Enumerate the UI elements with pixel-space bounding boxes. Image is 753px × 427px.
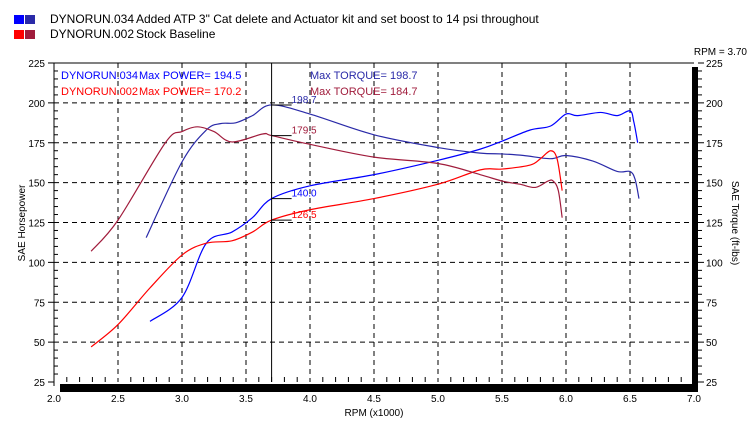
plot-shadow-right <box>692 67 698 392</box>
y-tick-label: 225 <box>28 59 45 70</box>
cursor-value-label: 179.5 <box>292 126 317 137</box>
y2-tick-label: 75 <box>706 298 718 309</box>
y-tick-label: 50 <box>34 338 46 349</box>
y-tick-label: 175 <box>28 139 45 150</box>
legend-run-description: Added ATP 3" Cat delete and Actuator kit… <box>136 12 539 26</box>
cursor-value-markers: 198.7 179.5 140.0 126.5 <box>271 95 317 221</box>
x-tick-label: 2.5 <box>111 394 125 405</box>
x-tick-label: 4.0 <box>303 394 317 405</box>
y2-tick-label: 225 <box>706 59 723 70</box>
y2-tick-label: 25 <box>706 378 718 389</box>
grid <box>54 63 694 382</box>
run1-label: DYNORUN.034 <box>61 70 138 82</box>
x-tick-label: 3.5 <box>239 394 253 405</box>
y2-tick-label: 200 <box>706 99 723 110</box>
y2-tick-label: 125 <box>706 219 723 230</box>
y2-axis-label: SAE Torque (ft-lbs) <box>729 181 740 265</box>
legend-torque-swatch <box>25 30 35 39</box>
x-tick-label: 6.5 <box>623 394 637 405</box>
legend-torque-swatch <box>25 15 35 24</box>
legend-run-description: Stock Baseline <box>136 27 216 41</box>
y2-tick-label: 100 <box>706 258 723 269</box>
x-tick-label: 5.5 <box>495 394 509 405</box>
legend-entry-run-002: DYNORUN.002 Stock Baseline <box>14 27 539 42</box>
run2-max-power: Max POWER= 170.2 <box>139 86 241 98</box>
legend-run-name: DYNORUN.002 <box>50 27 135 41</box>
x-tick-label: 6.0 <box>559 394 573 405</box>
y-tick-label: 25 <box>34 378 46 389</box>
cursor-value-label: 126.5 <box>292 210 317 221</box>
legend-power-swatch <box>14 30 24 39</box>
run2-label: DYNORUN.002 <box>61 86 138 98</box>
y-tick-label: 200 <box>28 99 45 110</box>
y2-tick-label: 50 <box>706 338 718 349</box>
cursor-value-label: 140.0 <box>292 189 317 200</box>
legend-entry-run-034: DYNORUN.034 Added ATP 3" Cat delete and … <box>14 12 539 27</box>
run2-max-torque: Max TORQUE= 184.7 <box>310 86 418 98</box>
y-tick-label: 100 <box>28 258 45 269</box>
cursor-rpm-readout: RPM = 3.70 <box>694 47 748 58</box>
y-tick-label: 125 <box>28 219 45 230</box>
series-line-dynorun-002-torque <box>90 126 563 252</box>
run1-max-torque: Max TORQUE= 198.7 <box>310 70 418 82</box>
series-line-dynorun-002-power <box>90 150 563 348</box>
x-axis-label: RPM (x1000) <box>345 408 404 419</box>
y2-tick-label: 150 <box>706 179 723 190</box>
run1-max-power: Max POWER= 194.5 <box>139 70 241 82</box>
y-tick-label: 150 <box>28 179 45 190</box>
cursor-value-label: 198.7 <box>292 95 317 106</box>
plot-shadow-bottom <box>60 384 697 392</box>
axes: 25 25 50 50 75 75 100 100 125 125 150 150 175 175 200 2… <box>28 59 723 405</box>
x-tick-label: 4.5 <box>367 394 381 405</box>
y-tick-label: 75 <box>34 298 46 309</box>
x-tick-label: 5.0 <box>431 394 445 405</box>
y-axis-label: SAE Horsepower <box>17 184 28 261</box>
series-line-dynorun-034-torque <box>145 104 640 238</box>
series-lines <box>90 104 640 348</box>
x-tick-label: 3.0 <box>175 394 189 405</box>
x-tick-label: 7.0 <box>687 394 701 405</box>
series-line-dynorun-034-power <box>149 110 639 322</box>
legend-run-name: DYNORUN.034 <box>50 12 135 26</box>
legend: DYNORUN.034 Added ATP 3" Cat delete and … <box>14 12 539 42</box>
legend-power-swatch <box>14 15 24 24</box>
x-tick-label: 2.0 <box>47 394 61 405</box>
y2-tick-label: 175 <box>706 139 723 150</box>
